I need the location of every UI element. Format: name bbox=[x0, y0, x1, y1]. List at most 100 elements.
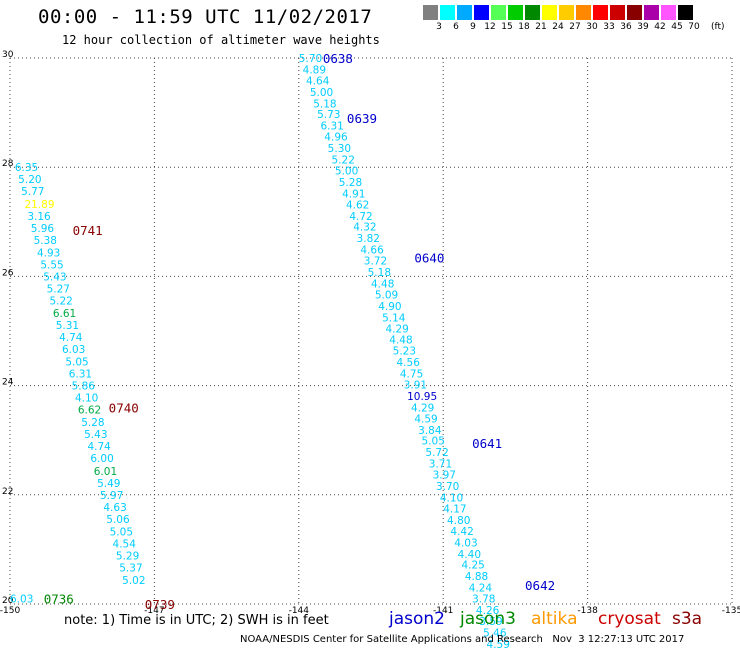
color-swatch bbox=[542, 5, 557, 20]
wave-height-value: 4.42 bbox=[450, 526, 473, 538]
color-swatch-label: 18 bbox=[518, 22, 530, 32]
wave-height-value: 5.00 bbox=[310, 87, 333, 99]
color-swatch-label: 33 bbox=[603, 22, 615, 32]
wave-height-value: 5.49 bbox=[97, 478, 120, 490]
wave-height-value: 6.35 bbox=[15, 162, 38, 174]
wave-height-value: 5.43 bbox=[84, 429, 107, 441]
wave-height-value: 4.74 bbox=[59, 332, 83, 344]
wave-height-value: 5.18 bbox=[313, 98, 336, 110]
chart-title: 00:00 - 11:59 UTC 11/02/2017 bbox=[38, 6, 373, 28]
satellite-legend-item: s3a bbox=[672, 609, 703, 629]
wave-height-value: 5.18 bbox=[368, 267, 391, 279]
wave-height-value: 4.29 bbox=[385, 323, 408, 335]
color-swatch bbox=[678, 5, 693, 20]
x-tick-label: -144 bbox=[289, 606, 310, 616]
wave-height-value: 3.71 bbox=[429, 459, 452, 471]
wave-height-value: 5.28 bbox=[339, 177, 362, 189]
time-annotation: 0741 bbox=[73, 223, 103, 238]
wave-height-value: 4.40 bbox=[458, 549, 481, 561]
wave-height-value: 4.74 bbox=[87, 441, 111, 453]
wave-height-value: 4.32 bbox=[353, 222, 376, 234]
wave-height-value: 4.59 bbox=[487, 639, 510, 650]
wave-height-value: 5.06 bbox=[106, 514, 130, 526]
color-swatch bbox=[627, 5, 642, 20]
wave-height-value: 4.26 bbox=[476, 605, 500, 617]
wave-height-value: 5.14 bbox=[382, 312, 406, 324]
wave-height-value: 5.28 bbox=[81, 417, 104, 429]
time-annotation: 0638 bbox=[323, 51, 353, 66]
x-tick-label: -135 bbox=[722, 606, 740, 616]
wave-height-value: 5.22 bbox=[49, 295, 72, 307]
wave-height-value: 5.00 bbox=[335, 165, 358, 177]
wave-height-value: 6.62 bbox=[78, 405, 101, 417]
wave-height-value: 5.70 bbox=[299, 53, 322, 65]
wave-height-value: 6.01 bbox=[94, 466, 117, 478]
x-tick-label: -141 bbox=[433, 606, 453, 616]
wave-height-value: 5.55 bbox=[40, 259, 63, 271]
time-annotation: 0642 bbox=[525, 578, 555, 593]
chart-subtitle: 12 hour collection of altimeter wave hei… bbox=[62, 33, 380, 47]
y-tick-label: 26 bbox=[2, 268, 14, 278]
wave-height-value: 4.56 bbox=[397, 357, 421, 369]
x-tick-label: -150 bbox=[0, 606, 20, 616]
color-swatch bbox=[440, 5, 455, 20]
wave-height-value: 5.23 bbox=[393, 346, 416, 358]
time-annotation: 0640 bbox=[414, 250, 444, 265]
wave-height-value: 4.80 bbox=[447, 515, 470, 527]
wave-height-value: 4.93 bbox=[37, 247, 60, 259]
wave-height-value: 4.66 bbox=[360, 245, 384, 257]
wave-height-value: 6.03 bbox=[10, 594, 33, 606]
satellite-legend-item: cryosat bbox=[598, 609, 661, 629]
wave-height-value: 10.95 bbox=[407, 391, 437, 403]
x-tick-label: -138 bbox=[577, 606, 598, 616]
wave-height-value: 21.89 bbox=[24, 199, 54, 211]
wave-height-value: 5.29 bbox=[116, 550, 139, 562]
wave-height-value: 5.96 bbox=[31, 223, 55, 235]
color-swatch bbox=[661, 5, 676, 20]
footer-note: note: 1) Time is in UTC; 2) SWH is in fe… bbox=[64, 613, 329, 628]
wave-height-value: 6.31 bbox=[320, 121, 343, 133]
wave-height-value: 6.00 bbox=[90, 453, 113, 465]
color-swatch-label: 21 bbox=[535, 22, 547, 32]
wave-height-value: 4.24 bbox=[469, 583, 493, 595]
wave-height-value: 5.05 bbox=[422, 436, 445, 448]
wave-height-value: 5.30 bbox=[328, 143, 351, 155]
wave-height-value: 4.64 bbox=[306, 75, 330, 87]
y-tick-label: 24 bbox=[2, 378, 14, 388]
wave-height-value: 5.38 bbox=[34, 235, 57, 247]
y-tick-label: 20 bbox=[2, 596, 14, 606]
wave-height-value: 6.03 bbox=[62, 344, 85, 356]
wave-height-value: 4.03 bbox=[454, 537, 477, 549]
color-swatch bbox=[491, 5, 506, 20]
wave-height-value: 5.31 bbox=[56, 320, 79, 332]
color-swatch bbox=[644, 5, 659, 20]
wave-height-value: 4.17 bbox=[443, 503, 466, 515]
satellite-legend-item: jason2 bbox=[389, 609, 445, 629]
time-annotation: 0639 bbox=[347, 111, 377, 126]
satellite-legend-item: jason3 bbox=[460, 609, 516, 629]
wave-height-value: 5.02 bbox=[122, 575, 145, 587]
wave-height-value: 4.25 bbox=[461, 560, 484, 572]
wave-height-value: 5.20 bbox=[18, 174, 41, 186]
wave-height-value: 3.59 bbox=[479, 616, 502, 628]
wave-height-value: 4.75 bbox=[400, 369, 423, 381]
wave-height-value: 5.05 bbox=[65, 357, 88, 369]
wave-height-value: 5.05 bbox=[110, 526, 133, 538]
wave-height-value: 4.48 bbox=[389, 335, 412, 347]
wave-height-value: 5.43 bbox=[43, 271, 66, 283]
time-annotation: 0740 bbox=[109, 400, 139, 415]
color-swatch-label: 9 bbox=[470, 22, 476, 32]
wave-height-value: 3.97 bbox=[433, 470, 456, 482]
time-annotation: 0641 bbox=[472, 436, 502, 451]
wave-height-value: 4.90 bbox=[378, 301, 401, 313]
wave-height-value: 5.37 bbox=[119, 562, 142, 574]
color-swatch-label: 3 bbox=[436, 22, 442, 32]
wave-height-value: 4.89 bbox=[303, 64, 326, 76]
color-swatch bbox=[610, 5, 625, 20]
wave-height-value: 3.91 bbox=[404, 380, 427, 392]
wave-height-value: 5.97 bbox=[100, 490, 123, 502]
wave-height-value: 3.78 bbox=[472, 594, 495, 606]
wave-height-value: 4.48 bbox=[371, 278, 394, 290]
footer-credit: NOAA/NESDIS Center for Satellite Applica… bbox=[240, 634, 685, 645]
color-swatch bbox=[423, 5, 438, 20]
